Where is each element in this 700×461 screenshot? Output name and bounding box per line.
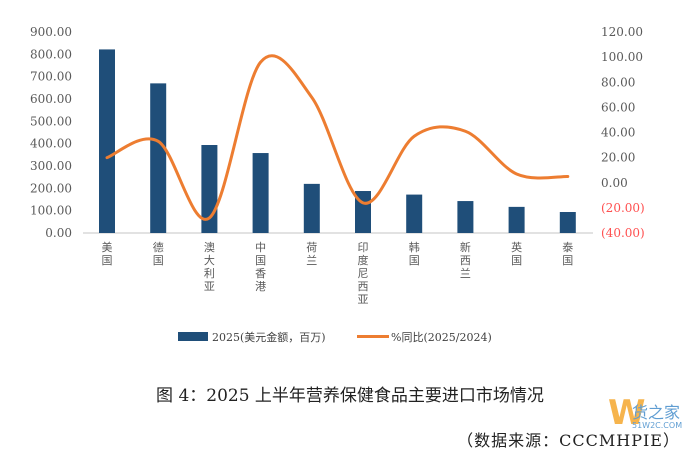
category-char: 印 <box>358 241 369 254</box>
watermark-name: 货之家 <box>632 403 681 422</box>
yoy-line <box>105 54 570 221</box>
category-char: 国 <box>102 254 113 267</box>
right-tick-label: 0.00 <box>601 176 628 190</box>
right-axis: (40.00) (20.00) 0.00 20.00 40.00 60.00 80.00 10… <box>601 25 645 240</box>
left-tick-label: 100.00 <box>30 204 72 218</box>
right-tick-label: 120.00 <box>601 25 643 39</box>
left-tick-label: 0.00 <box>45 226 72 240</box>
category-char: 度 <box>358 253 369 267</box>
watermark-logo: W 货之家 51W2C.COM <box>608 393 688 448</box>
category-char: 兰 <box>306 254 317 267</box>
category-char: 中 <box>255 241 266 254</box>
right-tick-label: (40.00) <box>601 226 645 240</box>
chart: 0.00 100.00 200.00 300.00 400.00 500.00 600.00… <box>30 25 645 344</box>
category-char: 英 <box>511 240 522 254</box>
legend: 2025(美元金额，百万) %同比(2025/2024) <box>178 330 492 344</box>
category-label: 荷兰 <box>306 241 317 267</box>
left-axis: 0.00 100.00 200.00 300.00 400.00 500.00 600.00… <box>30 25 72 240</box>
right-tick-label: 60.00 <box>601 100 635 114</box>
legend-bar-label: 2025(美元金额，百万) <box>212 330 326 344</box>
watermark-url: 51W2C.COM <box>632 421 683 430</box>
category-char: 新 <box>460 240 471 254</box>
bar <box>99 49 115 233</box>
category-label: 德国 <box>153 240 164 267</box>
legend-line-label: %同比(2025/2024) <box>391 331 492 344</box>
bar <box>406 194 423 233</box>
category-char: 澳 <box>204 241 215 254</box>
category-char: 兰 <box>460 267 471 280</box>
category-char: 国 <box>511 254 522 267</box>
watermark-glyph: W <box>608 393 646 433</box>
legend-bar-swatch <box>178 332 208 341</box>
category-char: 国 <box>562 254 573 267</box>
category-char: 西 <box>358 280 369 293</box>
category-char: 尼 <box>358 267 369 280</box>
left-tick-label: 300.00 <box>30 159 72 173</box>
left-tick-label: 400.00 <box>30 137 72 151</box>
bars <box>99 49 576 233</box>
bar <box>457 201 474 233</box>
category-char: 大 <box>204 253 215 267</box>
figure-title: 图 4：2025 上半年营养保健食品主要进口市场情况 <box>156 386 544 406</box>
category-label: 美国 <box>102 241 113 267</box>
category-char: 美 <box>102 241 113 254</box>
right-tick-label: 100.00 <box>601 50 643 64</box>
left-tick-label: 700.00 <box>30 70 72 84</box>
category-char: 国 <box>153 254 164 267</box>
category-char: 港 <box>255 280 266 293</box>
category-char: 国 <box>409 254 420 267</box>
category-char: 亚 <box>358 293 369 306</box>
left-tick-label: 500.00 <box>30 114 72 128</box>
bar <box>559 212 576 233</box>
bar <box>508 206 525 233</box>
category-char: 亚 <box>204 280 215 293</box>
category-label: 英国 <box>511 240 522 267</box>
category-label: 新西兰 <box>460 240 471 280</box>
category-char: 利 <box>204 267 215 280</box>
right-tick-label: 20.00 <box>601 151 635 165</box>
bar <box>150 83 167 233</box>
category-char: 泰 <box>562 240 573 254</box>
category-char: 韩 <box>409 240 420 254</box>
bar <box>252 153 269 233</box>
figure-source: （数据来源：CCCMHPIE） <box>457 431 680 450</box>
category-char: 德 <box>153 240 164 254</box>
right-tick-label: (20.00) <box>601 201 645 215</box>
category-label: 韩国 <box>409 240 420 267</box>
category-label: 泰国 <box>562 240 573 267</box>
bar <box>303 183 320 233</box>
category-char: 香 <box>255 267 266 280</box>
category-char: 西 <box>460 254 471 267</box>
category-char: 荷 <box>306 241 317 254</box>
left-tick-label: 200.00 <box>30 181 72 195</box>
left-tick-label: 600.00 <box>30 92 72 106</box>
right-tick-label: 40.00 <box>601 126 635 140</box>
category-char: 国 <box>255 254 266 267</box>
left-tick-label: 900.00 <box>30 25 72 39</box>
left-tick-label: 800.00 <box>30 47 72 61</box>
right-tick-label: 80.00 <box>601 75 635 89</box>
